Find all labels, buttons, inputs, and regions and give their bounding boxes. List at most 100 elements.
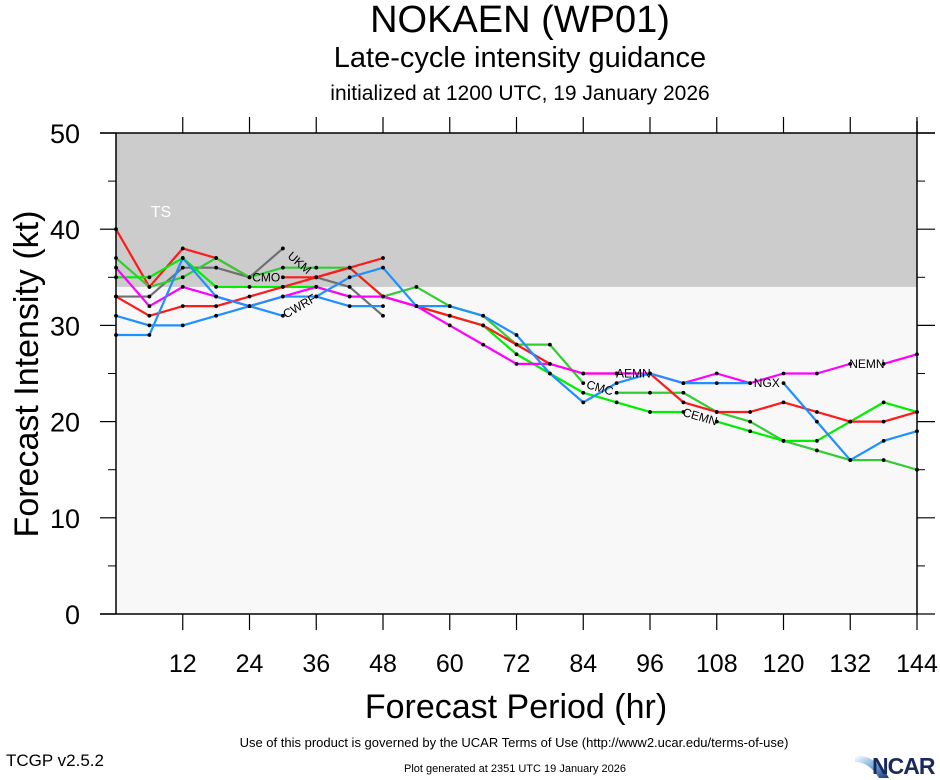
series-segment: [482, 324, 518, 346]
series-segment: [115, 266, 151, 307]
data-point: [581, 371, 586, 376]
series-segment: [549, 343, 585, 384]
series-segment: [182, 314, 217, 327]
series-segment: [482, 343, 518, 365]
x-tick-label: 36: [302, 650, 330, 678]
data-point: [214, 304, 219, 309]
data-point: [314, 275, 319, 280]
series-segment: [816, 420, 852, 461]
data-point: [581, 381, 586, 386]
series-segment: [616, 372, 651, 385]
data-point: [781, 371, 786, 376]
series-segment: [315, 266, 350, 279]
series-segment: [415, 305, 451, 327]
data-point: [347, 275, 352, 280]
series-segment: [849, 401, 885, 423]
data-point: [648, 371, 652, 376]
series-segment: [181, 257, 217, 298]
data-point: [681, 381, 686, 386]
series-segment: [883, 410, 918, 423]
data-point: [648, 410, 652, 414]
data-point: [748, 410, 753, 414]
data-point: [614, 371, 619, 376]
data-point: [381, 256, 385, 260]
series-segment: [549, 372, 584, 394]
series-segment: [315, 276, 351, 298]
data-point: [881, 458, 886, 462]
data-point: [347, 265, 352, 270]
series-segment: [382, 266, 418, 307]
data-point: [347, 285, 352, 289]
data-point: [381, 313, 385, 318]
series-segment: [649, 372, 684, 385]
data-point: [381, 304, 385, 309]
data-point: [814, 419, 819, 424]
series-segment: [883, 401, 918, 414]
series-segment: [349, 266, 384, 279]
data-point: [414, 304, 419, 309]
y-tick-label: 20: [50, 408, 80, 438]
series-ngx: [114, 256, 919, 462]
data-point: [280, 285, 285, 289]
series-segment: [182, 247, 217, 260]
series-segment: [449, 324, 484, 346]
series-segment: [382, 295, 417, 308]
series-segment: [716, 410, 751, 423]
series-segment: [149, 305, 184, 317]
data-point: [814, 438, 819, 443]
series-segment: [282, 285, 317, 298]
series-segment: [883, 459, 918, 471]
series-label: NGX: [754, 376, 780, 390]
data-point: [381, 294, 385, 299]
y-tick-label: 30: [50, 311, 80, 341]
data-point: [280, 275, 285, 280]
series-segment: [716, 420, 751, 433]
series-segment: [449, 305, 484, 317]
series-segment: [682, 391, 718, 413]
data-point: [180, 265, 185, 270]
data-point: [848, 419, 853, 424]
series-label: AEMN: [616, 367, 651, 381]
series-segment: [248, 247, 284, 279]
data-point: [648, 390, 652, 395]
data-point: [681, 410, 686, 414]
x-tick-label: 132: [829, 650, 871, 678]
series-segment: [816, 410, 851, 423]
data-point: [781, 381, 786, 386]
series-segment: [883, 430, 918, 442]
series-segment: [716, 372, 751, 385]
data-point: [814, 448, 819, 453]
series-segment: [515, 334, 551, 375]
data-point: [481, 323, 486, 328]
series-segment: [249, 295, 284, 308]
data-point: [881, 400, 886, 405]
x-tick-label: 84: [569, 650, 597, 678]
data-point: [581, 390, 586, 395]
data-point: [147, 313, 152, 318]
data-point: [381, 265, 385, 270]
series-segment: [182, 285, 217, 298]
data-point: [314, 265, 319, 270]
data-point: [147, 294, 152, 299]
y-tick-label: 10: [50, 504, 80, 534]
ncar-logo-icon: [855, 755, 889, 778]
data-point: [147, 275, 152, 280]
series-segment: [616, 401, 651, 414]
data-point: [814, 371, 819, 376]
data-point: [180, 256, 185, 260]
series-segment: [849, 439, 885, 462]
data-point: [214, 294, 219, 299]
data-point: [714, 371, 719, 376]
y-tick-label: 0: [65, 600, 80, 630]
series-segment: [749, 430, 784, 442]
data-point: [280, 265, 285, 270]
series-segment: [549, 362, 584, 375]
data-point: [347, 304, 352, 309]
x-tick-label: 108: [696, 650, 738, 678]
data-point: [280, 313, 285, 318]
y-axis-label: Forecast Intensity (kt): [8, 211, 46, 538]
data-point: [581, 400, 586, 405]
y-tick-label: 50: [50, 119, 80, 149]
x-tick-label: 48: [369, 650, 397, 678]
series-segment: [649, 372, 685, 404]
